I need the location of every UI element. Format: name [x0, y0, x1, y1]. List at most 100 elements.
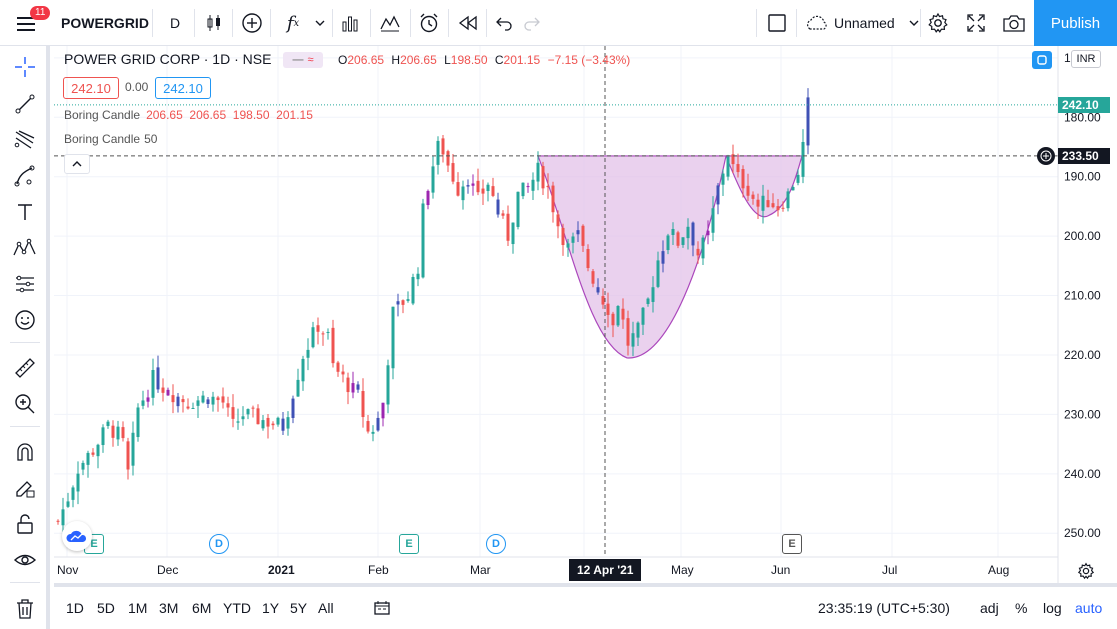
trend-line-icon [15, 94, 35, 114]
dividend-marker[interactable]: D [209, 534, 229, 554]
interval-button[interactable]: D [169, 15, 181, 31]
lock-drawings-tool[interactable] [9, 508, 41, 540]
sell-button[interactable]: 242.10 [63, 77, 119, 99]
auto-scale-button[interactable] [1032, 51, 1052, 69]
hide-drawings-tool[interactable] [9, 544, 41, 576]
candle-body [476, 180, 480, 193]
price-tick: 180.00 [1064, 110, 1101, 124]
candle-body [106, 421, 110, 426]
add-alert-button[interactable] [1037, 146, 1055, 165]
compare-button[interactable] [236, 0, 268, 46]
ruler-tool[interactable] [9, 352, 41, 384]
time-tick: Nov [57, 563, 78, 577]
pitchfork-icon [14, 130, 35, 149]
undo-button[interactable] [490, 0, 518, 46]
market-status-badge[interactable]: — ≈ [283, 52, 323, 68]
text-tool[interactable] [9, 196, 41, 228]
crosshair-tool[interactable] [9, 51, 41, 83]
candle-body [561, 227, 565, 246]
indicator-boring-candle-50[interactable]: Boring Candle 50 [64, 132, 158, 146]
candle-body [376, 417, 380, 431]
magnet-tool[interactable] [9, 436, 41, 468]
zoom-in-icon [15, 394, 35, 414]
collapse-legend-button[interactable] [64, 154, 90, 174]
camera-icon [1003, 15, 1025, 32]
alarm-clock-icon [420, 13, 438, 33]
earnings-marker[interactable]: E [782, 534, 802, 554]
candle-body [631, 333, 635, 347]
candle-body [516, 191, 520, 227]
brush-tool[interactable] [9, 160, 41, 192]
symbol-search[interactable]: POWERGRID [61, 15, 149, 31]
stay-drawing-tool[interactable] [9, 472, 41, 504]
range-1d[interactable]: 1D [66, 600, 84, 616]
candle-body [326, 331, 330, 333]
candle-body [731, 154, 735, 165]
bar-style-button[interactable] [198, 0, 230, 46]
range-1m[interactable]: 1M [128, 600, 148, 616]
earnings-marker[interactable]: E [399, 534, 419, 554]
goto-date-button[interactable] [370, 587, 394, 629]
zoom-tool[interactable] [9, 388, 41, 420]
spread-value: 0.00 [125, 80, 149, 94]
financials-button[interactable] [334, 0, 366, 46]
chart-area[interactable]: 250.00 240.00 230.00 220.00 210.00 200.00 190.… [54, 46, 1117, 583]
templates-button[interactable] [374, 0, 406, 46]
hamburger-icon [17, 17, 35, 31]
pattern-tool[interactable] [9, 232, 41, 264]
symbol-title: POWER GRID CORP · 1D · NSE [64, 51, 272, 67]
layout-name-button[interactable]: Unnamed [800, 0, 920, 46]
range-1y[interactable]: 1Y [262, 600, 280, 616]
adj-toggle[interactable]: adj [980, 600, 999, 616]
price-chart[interactable]: 250.00 240.00 230.00 220.00 210.00 200.00 190.… [54, 46, 1117, 583]
publish-button[interactable]: Publish [1034, 0, 1117, 46]
time-tick: Mar [470, 563, 491, 577]
range-5d[interactable]: 5D [97, 600, 115, 616]
indicators-dropdown[interactable] [310, 0, 330, 46]
candle-body [176, 396, 180, 407]
buy-button[interactable]: 242.10 [155, 77, 211, 99]
dividend-marker[interactable]: D [486, 534, 506, 554]
range-ytd[interactable]: YTD [223, 600, 251, 616]
settings-button[interactable] [922, 0, 954, 46]
redo-button[interactable] [518, 0, 546, 46]
alert-button[interactable] [412, 0, 446, 46]
replay-button[interactable] [452, 0, 484, 46]
clock[interactable]: 23:35:19 (UTC+5:30) [818, 600, 950, 616]
fib-tool[interactable] [9, 124, 41, 156]
trend-line-tool[interactable] [9, 88, 41, 120]
remove-drawings-tool[interactable] [9, 593, 41, 625]
time-tick: Feb [368, 563, 389, 577]
plus-circle-icon [242, 13, 262, 33]
fullscreen-button[interactable] [960, 0, 992, 46]
layout-button[interactable] [762, 0, 792, 46]
candle-body [441, 138, 445, 155]
layout-name-label: Unnamed [834, 15, 895, 31]
candle-body [276, 417, 280, 425]
candle-body [146, 397, 150, 402]
icon-tool[interactable] [9, 304, 41, 336]
menu-button[interactable]: 11 [4, 0, 51, 46]
range-3m[interactable]: 3M [159, 600, 179, 616]
currency-label[interactable]: INR [1071, 50, 1101, 68]
auto-toggle[interactable]: auto [1075, 600, 1103, 616]
range-all[interactable]: All [318, 600, 334, 616]
screenshot-button[interactable] [998, 0, 1030, 46]
candle-body [171, 395, 175, 403]
chart-settings-button[interactable] [1075, 560, 1097, 582]
candle-body [741, 169, 745, 189]
candle-body [721, 173, 725, 185]
candle-body [621, 308, 625, 320]
candle-body [536, 162, 540, 182]
tradingview-logo[interactable] [62, 521, 92, 551]
prediction-tool[interactable] [9, 268, 41, 300]
indicator-boring-candle[interactable]: Boring Candle 206.65 206.65 198.50 201.15 [64, 108, 313, 122]
pattern-icon [13, 238, 36, 256]
percent-toggle[interactable]: % [1015, 600, 1028, 616]
time-tick: Aug [988, 563, 1009, 577]
log-toggle[interactable]: log [1043, 600, 1062, 616]
magnet-icon [17, 443, 33, 461]
range-5y[interactable]: 5Y [290, 600, 308, 616]
range-6m[interactable]: 6M [192, 600, 212, 616]
